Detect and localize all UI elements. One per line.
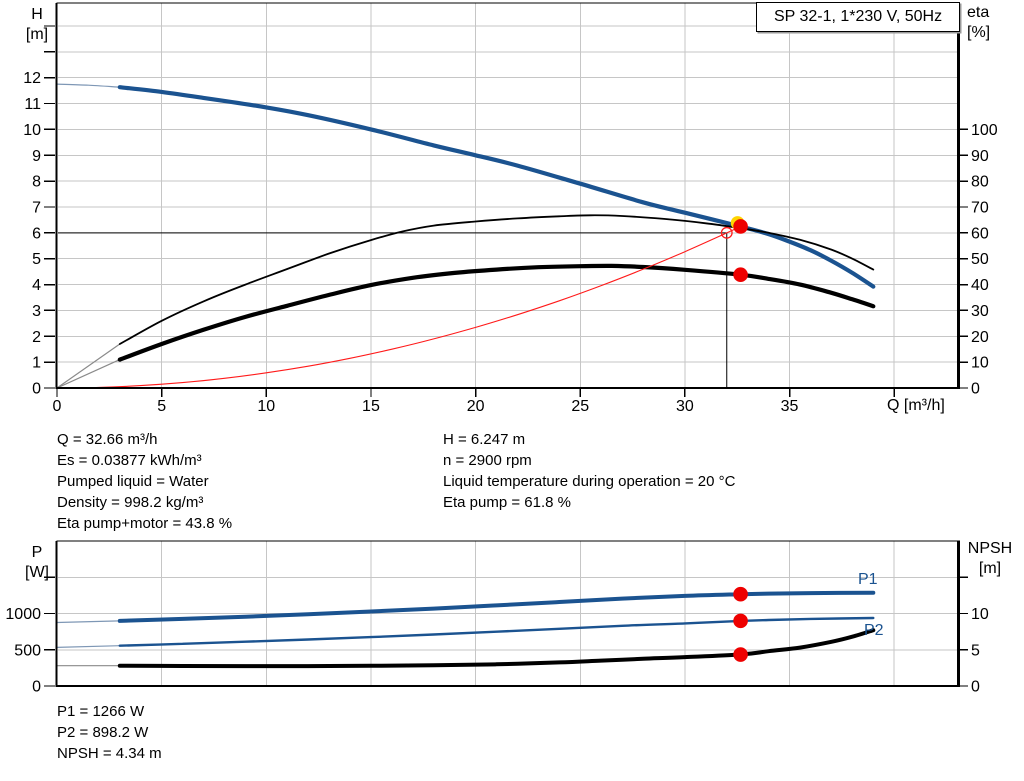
tick-label-x-5: 5 [157,398,166,415]
tick-label-right-5: 5 [971,642,980,659]
tick-label-right-50: 50 [971,251,989,268]
operating-point-dot-eta-pump-motor [733,267,748,283]
tick-label-right-10: 10 [971,355,989,372]
result-n: n = 2900 rpm [443,452,532,469]
tick-label-x-15: 15 [362,398,380,415]
tick-label-x-10: 10 [257,398,275,415]
system-curve-curve [56,225,742,389]
head-efficiency-chart [44,2,968,397]
tick-label-left-4: 4 [32,277,41,294]
tick-label-left-0: 0 [32,679,41,696]
h-axis-title: H [m] [14,5,60,45]
h-curve-lead [56,83,120,88]
result-es: Es = 0.03877 kWh/m³ [57,452,202,469]
h-curve-curve [117,85,876,289]
eta-pump-lead [56,343,121,389]
npsh-axis-title: NPSH [m] [958,539,1022,579]
result-p2: P2 = 898.2 W [57,724,149,741]
npsh-axis-title-line2: [m] [978,560,1002,577]
tick-label-left-8: 8 [32,174,41,191]
eta-pump-motor-lead [56,359,121,389]
result-p1: P1 = 1266 W [57,703,145,720]
p-axis-title-line2: [W] [25,564,49,581]
eta-pump-curve [118,214,875,345]
tick-label-left-11: 11 [24,96,41,113]
p-axis-title-line1: P [31,544,43,561]
tick-label-right-70: 70 [971,199,989,216]
pump-title-text: SP 32-1, 1*230 V, 50Hz [773,8,943,25]
results-top-left: Q = 32.66 m³/h Es = 0.03877 kWh/m³ Pumpe… [57,429,232,534]
tick-label-right-0: 0 [971,381,980,398]
tick-label-right-0: 0 [971,679,980,696]
tick-label-right-30: 30 [971,303,989,320]
h-axis-title-line2: [m] [25,26,49,43]
tick-label-left-7: 7 [32,199,41,216]
eta-axis-title: eta [%] [967,3,990,43]
tick-label-right-40: 40 [971,277,989,294]
result-h: H = 6.247 m [443,431,526,448]
tick-label-x-35: 35 [781,398,799,415]
operating-point-dot-p2 [733,613,748,629]
pump-title-box: SP 32-1, 1*230 V, 50Hz [756,2,960,32]
result-npsh: NPSH = 4.34 m [57,745,162,762]
p1-lead [56,620,120,624]
q-axis-title: Q [m³/h] [887,397,945,414]
tick-label-right-10: 10 [971,606,989,623]
result-q: Q = 32.66 m³/h [57,431,158,448]
tick-label-left-6: 6 [32,225,41,242]
eta-axis-title-line2: [%] [967,24,991,41]
p2-curve [118,616,875,647]
tick-label-left-3: 3 [32,303,41,320]
tick-label-right-100: 100 [971,122,998,139]
tick-label-left-0: 0 [32,381,41,398]
tick-label-left-1: 1 [32,355,41,372]
operating-point-dot-npsh [733,647,748,662]
h-axis-title-line1: H [31,6,43,23]
tick-label-x-25: 25 [571,398,589,415]
result-pumped-liquid: Pumped liquid = Water [57,473,209,490]
tick-label-x-30: 30 [676,398,694,415]
tick-label-left-500: 500 [14,642,41,659]
p-axis-title: P [W] [14,543,60,583]
eta-axis-title-line1: eta [967,4,990,21]
eta-pump-motor-curve [117,263,876,362]
npsh-axis-title-line1: NPSH [967,540,1013,557]
tick-label-x-0: 0 [53,398,62,415]
p1-curve-label: P1 [858,571,878,588]
tick-label-right-90: 90 [971,148,989,165]
tick-label-x-20: 20 [467,398,485,415]
result-eta-pump: Eta pump = 61.8 % [443,494,571,511]
tick-label-right-20: 20 [971,329,989,346]
p2-curve-label: P2 [864,622,884,639]
tick-label-left-2: 2 [32,329,41,346]
tick-label-left-9: 9 [32,148,41,165]
result-liquid-temperature: Liquid temperature during operation = 20… [443,473,736,490]
tick-label-left-10: 10 [23,122,41,139]
power-npsh-chart [44,540,968,687]
tick-label-left-5: 5 [32,251,41,268]
results-bottom: P1 = 1266 W P2 = 898.2 W NPSH = 4.34 m [57,701,162,764]
tick-label-left-12: 12 [23,70,41,87]
tick-label-right-80: 80 [971,174,989,191]
tick-label-left-1000: 1000 [5,606,41,623]
result-density: Density = 998.2 kg/m³ [57,494,204,511]
operating-point-dot-h-curve [733,219,748,234]
npsh-curve [117,628,876,669]
result-eta-pump-motor: Eta pump+motor = 43.8 % [57,515,233,532]
tick-label-right-60: 60 [971,225,989,242]
operating-point-dot-p1 [733,586,748,602]
p1-curve [117,590,876,623]
results-top-right: H = 6.247 m n = 2900 rpm Liquid temperat… [443,429,735,513]
p2-lead [56,645,120,648]
duty-point-circle [720,226,733,239]
